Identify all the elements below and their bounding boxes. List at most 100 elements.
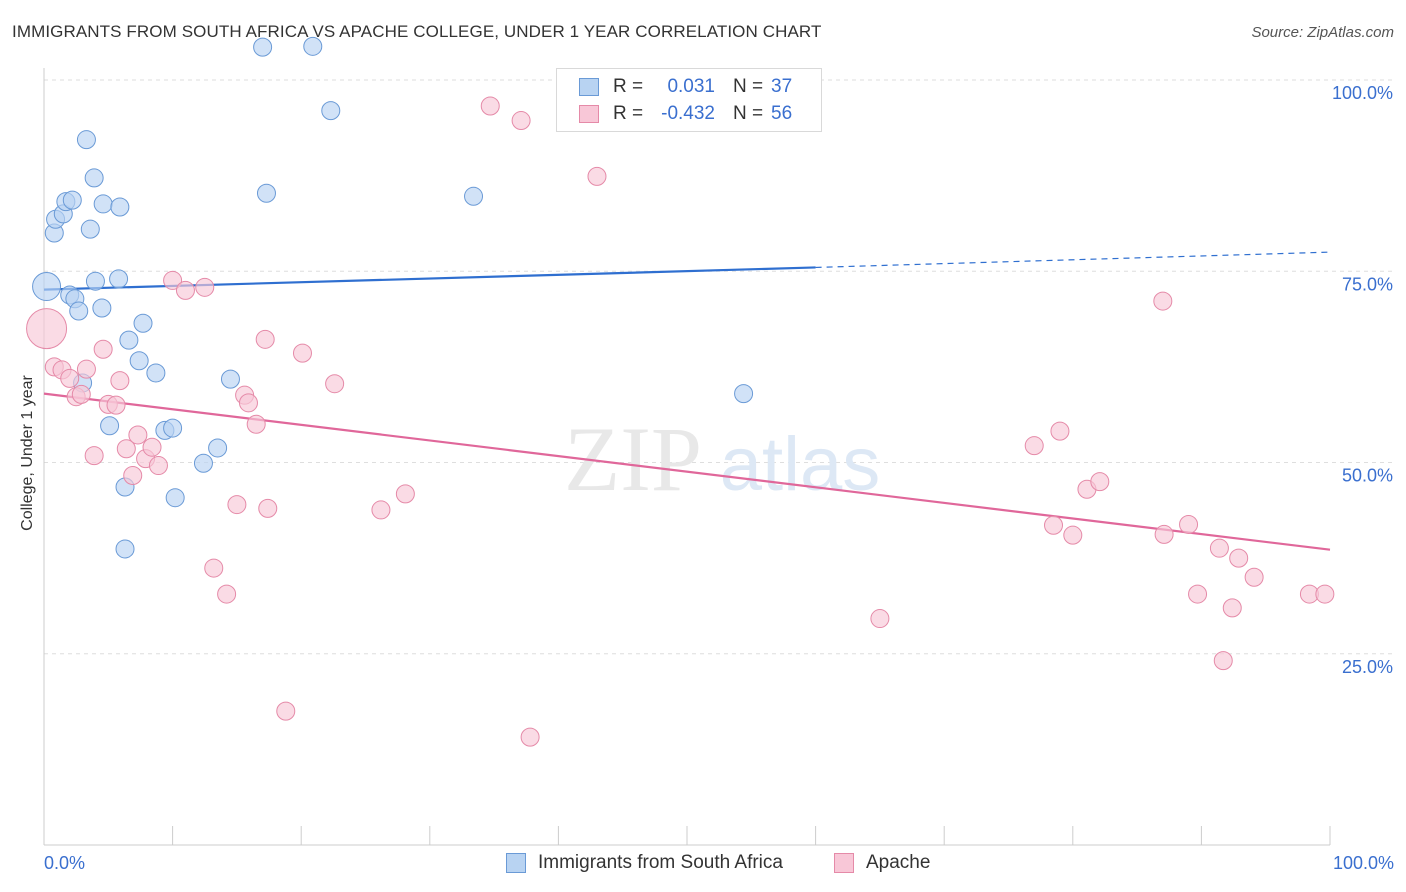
data-point bbox=[371, 500, 391, 520]
data-point bbox=[292, 343, 312, 363]
grid-lines bbox=[44, 79, 1392, 655]
data-point bbox=[1063, 525, 1083, 545]
chart-title: IMMIGRANTS FROM SOUTH AFRICA VS APACHE C… bbox=[12, 22, 822, 41]
legend-n-label: N = bbox=[733, 103, 764, 124]
data-point bbox=[26, 308, 68, 350]
series-swatch-pink bbox=[834, 853, 854, 873]
trend-line-extension bbox=[815, 251, 1331, 269]
data-point bbox=[163, 270, 183, 290]
x-tick-max: 100.0% bbox=[1332, 853, 1394, 873]
data-point bbox=[321, 101, 341, 121]
axes bbox=[43, 68, 1331, 846]
y-tick-labels: 25.0% 50.0% 75.0% 100.0% bbox=[1332, 83, 1393, 677]
data-point bbox=[76, 359, 96, 379]
data-point bbox=[76, 130, 96, 150]
data-point bbox=[1050, 421, 1070, 441]
data-point bbox=[587, 166, 607, 186]
data-point bbox=[84, 168, 104, 188]
data-point bbox=[115, 539, 135, 559]
data-point bbox=[1222, 598, 1242, 618]
data-point bbox=[464, 186, 484, 206]
data-point bbox=[116, 439, 136, 459]
data-point bbox=[106, 395, 126, 415]
legend-r-label: R = bbox=[613, 103, 644, 124]
data-point bbox=[129, 351, 149, 371]
data-point bbox=[870, 609, 890, 629]
data-point bbox=[128, 425, 148, 445]
data-point bbox=[110, 197, 130, 217]
legend-r-value: 0.031 bbox=[667, 76, 715, 97]
data-point bbox=[480, 96, 500, 116]
data-point bbox=[85, 271, 105, 291]
data-point bbox=[246, 414, 266, 434]
data-point bbox=[255, 329, 275, 349]
data-point bbox=[1044, 515, 1064, 535]
data-point bbox=[32, 272, 62, 302]
series-name: Apache bbox=[866, 852, 931, 873]
data-point bbox=[395, 484, 415, 504]
data-point bbox=[1154, 524, 1174, 544]
series-legend-south-africa[interactable]: Immigrants from South Africa bbox=[506, 852, 783, 874]
legend-n-value: 56 bbox=[771, 103, 793, 124]
series-legend-apache[interactable]: Apache bbox=[834, 852, 930, 874]
legend-n-label: N = bbox=[733, 76, 764, 97]
legend-r-value: -0.432 bbox=[661, 103, 715, 124]
data-point bbox=[80, 219, 100, 239]
data-point bbox=[204, 558, 224, 578]
y-tick-label: 25.0% bbox=[1342, 657, 1393, 677]
watermark-atlas: atlas bbox=[720, 422, 881, 507]
data-point bbox=[325, 374, 345, 394]
data-point bbox=[109, 269, 129, 289]
data-point bbox=[1153, 291, 1173, 311]
data-point bbox=[734, 384, 754, 404]
data-point bbox=[195, 277, 215, 297]
series-name: Immigrants from South Africa bbox=[538, 852, 783, 873]
legend-swatch-blue bbox=[579, 78, 599, 96]
data-point bbox=[60, 368, 80, 388]
x-tick-min: 0.0% bbox=[44, 853, 86, 873]
data-point bbox=[62, 190, 82, 210]
data-point bbox=[193, 453, 213, 473]
data-point bbox=[92, 298, 112, 318]
stats-legend: R = 0.031 N = 37 R = -0.432 N = 56 bbox=[556, 68, 822, 132]
data-point bbox=[256, 183, 276, 203]
data-point bbox=[227, 495, 247, 515]
data-point bbox=[1188, 584, 1208, 604]
data-point bbox=[511, 111, 531, 131]
y-tick-label: 50.0% bbox=[1342, 466, 1393, 486]
data-point bbox=[100, 416, 120, 436]
data-point bbox=[208, 438, 228, 458]
data-point bbox=[165, 488, 185, 508]
legend-swatch-pink bbox=[579, 105, 599, 123]
data-point bbox=[148, 456, 168, 476]
data-point bbox=[238, 393, 258, 413]
data-point bbox=[71, 384, 91, 404]
data-point bbox=[276, 701, 296, 721]
data-point bbox=[1209, 538, 1229, 558]
data-point bbox=[175, 280, 195, 300]
data-point bbox=[142, 437, 162, 457]
data-point bbox=[1244, 567, 1264, 587]
y-axis-label: College, Under 1 year bbox=[19, 375, 36, 531]
series-swatch-blue bbox=[506, 853, 526, 873]
data-point bbox=[1229, 548, 1249, 568]
data-point bbox=[303, 36, 323, 56]
source-label: Source: ZipAtlas.com bbox=[1251, 24, 1394, 41]
legend-row-south-africa: R = 0.031 N = 37 bbox=[579, 75, 792, 99]
data-point bbox=[84, 446, 104, 466]
data-point bbox=[220, 369, 240, 389]
data-point bbox=[1090, 472, 1110, 492]
data-point bbox=[1179, 514, 1199, 534]
data-point bbox=[258, 498, 278, 518]
y-tick-label: 100.0% bbox=[1332, 83, 1393, 103]
data-point bbox=[1315, 584, 1335, 604]
data-point bbox=[163, 418, 183, 438]
legend-row-apache: R = -0.432 N = 56 bbox=[579, 102, 792, 126]
data-point bbox=[253, 37, 273, 57]
data-point bbox=[133, 313, 153, 333]
data-point bbox=[123, 466, 143, 486]
data-point bbox=[119, 330, 139, 350]
data-point bbox=[1213, 651, 1233, 671]
watermark: ZIP atlas bbox=[564, 408, 880, 510]
